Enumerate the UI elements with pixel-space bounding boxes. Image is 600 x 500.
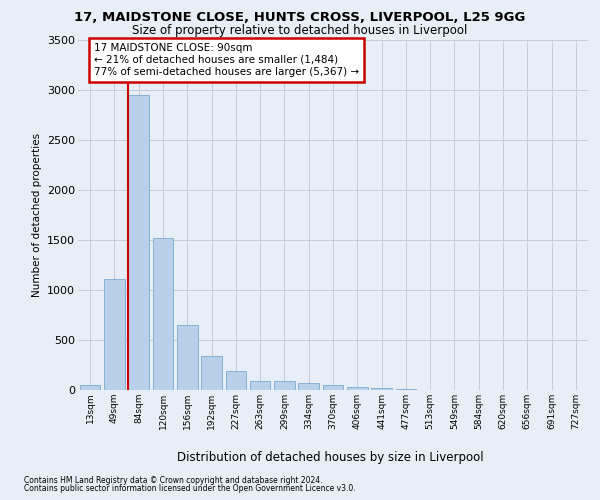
Bar bbox=[201, 356, 222, 390]
Bar bbox=[371, 388, 392, 390]
Text: 17 MAIDSTONE CLOSE: 90sqm
← 21% of detached houses are smaller (1,484)
77% of se: 17 MAIDSTONE CLOSE: 90sqm ← 21% of detac… bbox=[94, 44, 359, 76]
Bar bbox=[226, 371, 246, 390]
Bar bbox=[347, 386, 368, 390]
Bar bbox=[395, 389, 416, 390]
Bar bbox=[104, 279, 125, 390]
Bar bbox=[152, 238, 173, 390]
Bar bbox=[298, 383, 319, 390]
Text: Distribution of detached houses by size in Liverpool: Distribution of detached houses by size … bbox=[176, 451, 484, 464]
Bar bbox=[274, 380, 295, 390]
Bar bbox=[250, 380, 271, 390]
Text: Contains HM Land Registry data © Crown copyright and database right 2024.: Contains HM Land Registry data © Crown c… bbox=[24, 476, 323, 485]
Text: Size of property relative to detached houses in Liverpool: Size of property relative to detached ho… bbox=[133, 24, 467, 37]
Bar bbox=[128, 95, 149, 390]
Y-axis label: Number of detached properties: Number of detached properties bbox=[32, 133, 41, 297]
Text: Contains public sector information licensed under the Open Government Licence v3: Contains public sector information licen… bbox=[24, 484, 356, 493]
Bar bbox=[80, 385, 100, 390]
Text: 17, MAIDSTONE CLOSE, HUNTS CROSS, LIVERPOOL, L25 9GG: 17, MAIDSTONE CLOSE, HUNTS CROSS, LIVERP… bbox=[74, 11, 526, 24]
Bar bbox=[177, 325, 197, 390]
Bar bbox=[323, 384, 343, 390]
